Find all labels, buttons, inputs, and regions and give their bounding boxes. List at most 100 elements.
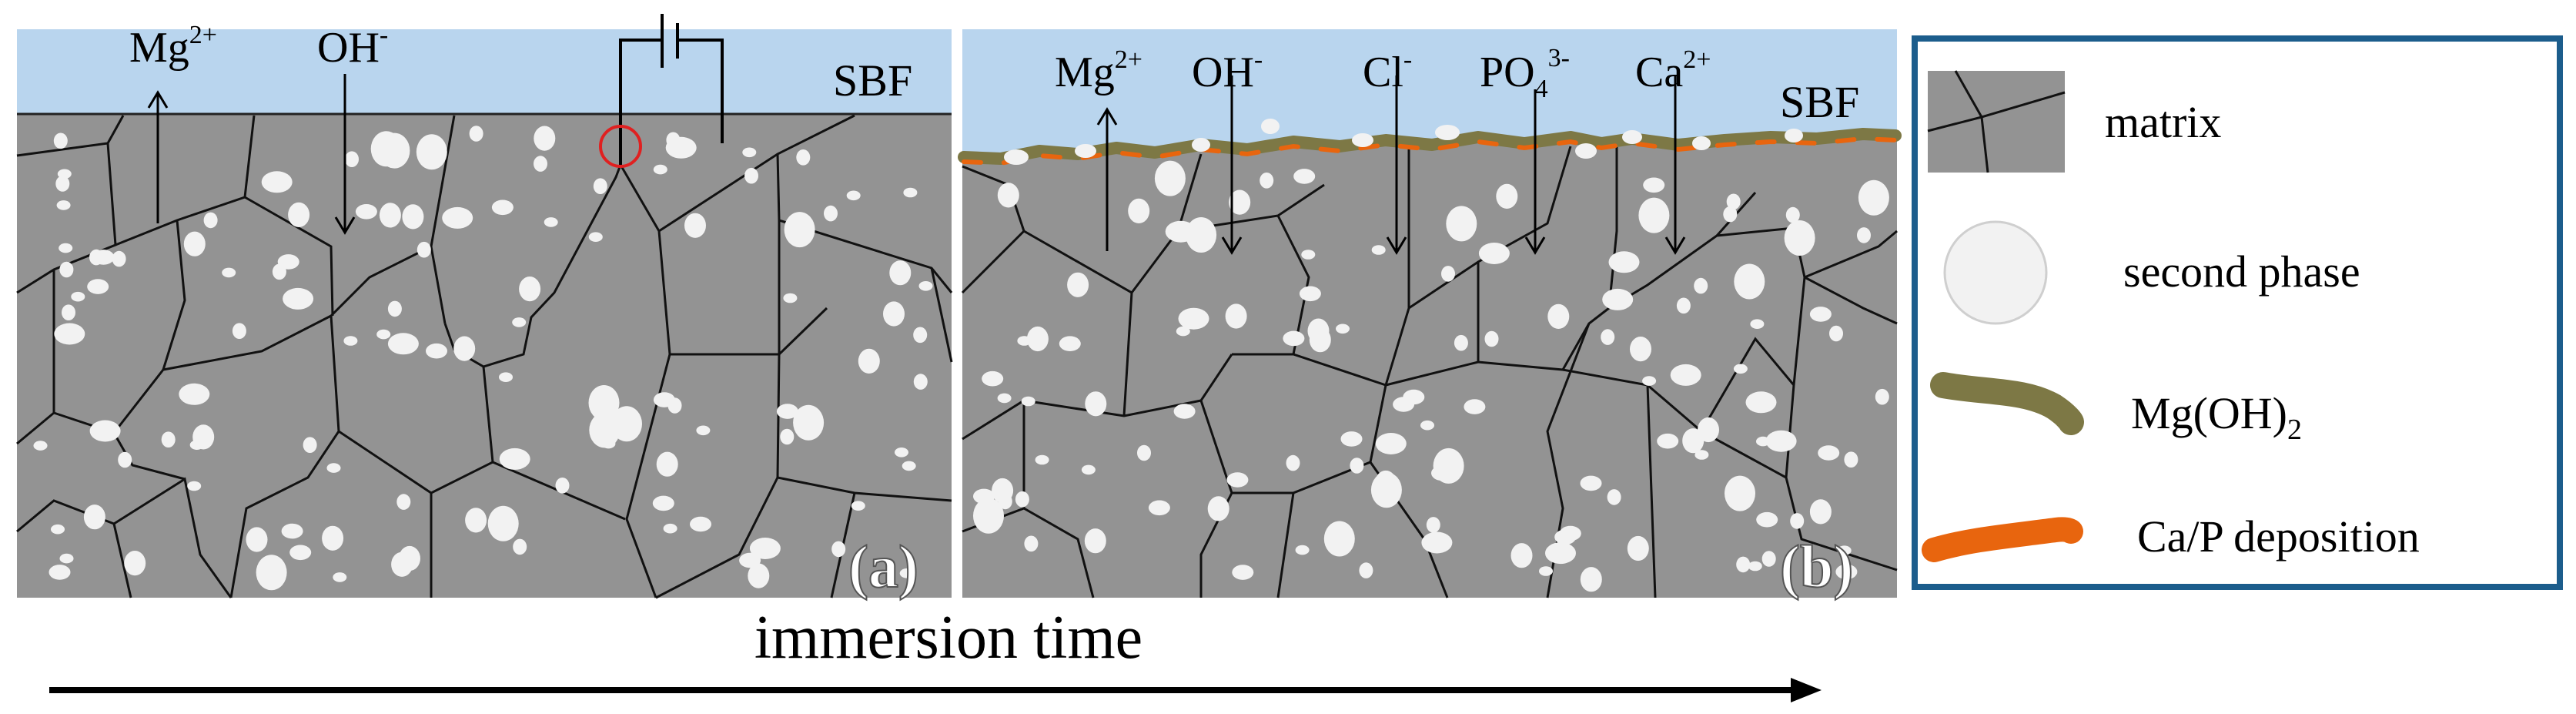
- second-phase-particle: [1734, 263, 1765, 300]
- second-phase-particle: [899, 568, 914, 578]
- second-phase-particle: [1496, 183, 1518, 209]
- second-phase-particle: [288, 202, 310, 227]
- second-phase-particle: [1178, 307, 1209, 330]
- grain-boundary: [1700, 337, 1795, 432]
- second-phase-particle: [846, 190, 861, 201]
- svg-text:Mg2+: Mg2+: [1055, 45, 1142, 96]
- svg-text:OH-: OH-: [1192, 45, 1263, 96]
- matrix-swatch: [1927, 70, 2066, 173]
- legend-label-second-phase: second phase: [2123, 246, 2360, 297]
- second-phase-particle: [588, 385, 620, 421]
- second-phase-particle: [555, 478, 570, 494]
- second-phase-particle: [71, 291, 85, 302]
- label-base: Mg(OH): [2131, 388, 2287, 438]
- second-phase-particle: [426, 343, 447, 359]
- second-phase-particle: [1857, 227, 1871, 243]
- second-phase-particle: [982, 370, 1004, 387]
- second-phase-particle: [417, 241, 431, 258]
- panel-b-ion-oh: OH-: [1192, 45, 1263, 96]
- second-phase-particle: [62, 304, 75, 321]
- second-phase-particle: [1736, 556, 1751, 573]
- second-phase-particle: [663, 523, 677, 534]
- legend-item-cap: Ca/P deposition: [1922, 511, 2420, 562]
- second-phase-particle: [997, 183, 1019, 208]
- second-phase-particle: [179, 383, 210, 405]
- second-phase-particle: [918, 281, 933, 291]
- second-phase-particle: [118, 451, 132, 468]
- second-phase-particle: [124, 551, 146, 576]
- second-phase-particle: [83, 504, 105, 530]
- second-phase-particle: [744, 167, 758, 184]
- second-phase-particle: [588, 232, 603, 243]
- second-phase-particle: [1748, 561, 1762, 572]
- second-phase-particle: [1454, 334, 1468, 351]
- second-phase-particle: [512, 317, 527, 327]
- panel-a-solution: [17, 29, 952, 114]
- second-phase-particle: [1441, 266, 1455, 282]
- svg-text:Cl-: Cl-: [1363, 45, 1412, 96]
- second-phase-particle: [59, 553, 74, 564]
- second-phase-particle: [784, 212, 815, 248]
- second-phase-particle: [499, 372, 513, 383]
- second-phase-particle: [1393, 397, 1415, 412]
- ion-charge: -: [380, 21, 388, 49]
- second-phase-particle: [1021, 396, 1035, 407]
- second-phase-particle: [355, 204, 377, 220]
- ion-base: Mg: [129, 24, 189, 72]
- second-phase-particle: [1293, 169, 1316, 184]
- time-axis-label: immersion time: [754, 604, 1142, 672]
- panel-b-ion-mg: Mg2+: [1055, 45, 1142, 96]
- second-phase-particle: [232, 323, 246, 340]
- panel-b-ion-po4: PO43-: [1480, 44, 1570, 103]
- second-phase-particle: [1350, 458, 1364, 474]
- grain-boundary: [961, 165, 1025, 294]
- second-phase-particle: [1229, 189, 1251, 215]
- second-phase-particle: [391, 551, 413, 577]
- grain-boundary: [229, 315, 340, 598]
- second-phase-particle: [333, 572, 347, 582]
- second-phase-particle: [902, 461, 916, 471]
- second-phase-particle: [1067, 272, 1089, 297]
- ion-charge: 2+: [1683, 45, 1711, 74]
- second-phase-particle: [57, 169, 72, 179]
- second-phase-particle: [1547, 303, 1570, 329]
- second-phase-particle: [112, 250, 126, 267]
- panel-a-letter: (a): [848, 533, 918, 600]
- ion-base: Ca: [1635, 49, 1683, 96]
- grain-boundary: [1276, 215, 1310, 355]
- second-phase-particle: [665, 136, 697, 159]
- second-phase-particle: [1307, 318, 1330, 344]
- second-phase-particle: [203, 212, 218, 229]
- svg-text:Mg2+: Mg2+: [129, 21, 217, 72]
- second-phase-particle: [776, 404, 798, 419]
- second-phase-particle: [1186, 217, 1217, 253]
- second-phase-particle: [513, 538, 527, 555]
- second-phase-particle: [1182, 228, 1196, 239]
- second-phase-particle: [1657, 433, 1679, 449]
- second-phase-particle: [1627, 535, 1649, 561]
- second-phase-particle: [326, 463, 341, 473]
- second-phase-particle: [1464, 399, 1486, 414]
- second-phase-particle: [1844, 451, 1858, 468]
- ion-charge: 2+: [189, 21, 217, 49]
- second-phase-particle: [261, 171, 293, 193]
- ion-charge: 2+: [1115, 45, 1142, 74]
- second-phase-particle: [1875, 388, 1889, 405]
- panel-a-ion-oh: OH-: [317, 21, 388, 72]
- ion-charge: -: [1254, 45, 1263, 74]
- ion-base: OH: [1192, 49, 1254, 96]
- second-phase-particle: [1283, 330, 1305, 347]
- second-phase-particle: [1375, 433, 1407, 454]
- second-phase-particle: [59, 243, 73, 253]
- panel-b-surface-particles: [1004, 119, 1803, 165]
- second-phase-particle: [1756, 436, 1770, 447]
- second-phase-particle: [222, 267, 236, 278]
- second-phase-particle: [780, 428, 795, 445]
- second-phase-particle: [1421, 531, 1453, 554]
- second-phase-particle: [192, 424, 215, 450]
- ion-base: Cl: [1363, 49, 1403, 96]
- second-phase-particle: [387, 333, 419, 355]
- svg-text:OH-: OH-: [317, 21, 388, 72]
- second-phase-particle: [1765, 430, 1797, 452]
- second-phase-particle: [1371, 245, 1386, 255]
